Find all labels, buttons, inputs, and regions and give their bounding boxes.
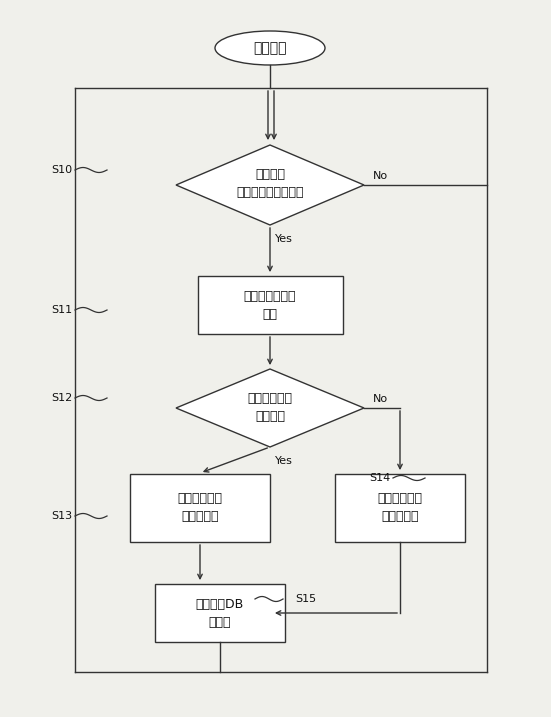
- Bar: [335, 474, 465, 542]
- Text: S10: S10: [51, 165, 72, 175]
- Text: ハザードDB: ハザードDB: [196, 597, 244, 610]
- Polygon shape: [176, 369, 364, 447]
- Text: ユーザからの: ユーザからの: [247, 391, 293, 404]
- Text: 発行: 発行: [262, 308, 278, 320]
- Text: 投稿か？: 投稿か？: [255, 411, 285, 424]
- Text: ハザード: ハザード: [255, 168, 285, 181]
- Text: 者」に設定: 者」に設定: [381, 511, 419, 523]
- Bar: [130, 474, 270, 542]
- Bar: [155, 584, 285, 642]
- Text: No: No: [372, 171, 387, 181]
- Bar: [197, 276, 343, 334]
- Text: に登録: に登録: [209, 615, 231, 629]
- Polygon shape: [176, 145, 364, 225]
- Text: S12: S12: [51, 393, 72, 403]
- Ellipse shape: [215, 31, 325, 65]
- Text: スタート: スタート: [253, 41, 287, 55]
- Text: S14: S14: [369, 473, 390, 483]
- Text: S11: S11: [51, 305, 72, 315]
- Text: S15: S15: [295, 594, 316, 604]
- Text: Yes: Yes: [275, 456, 293, 466]
- Text: S13: S13: [51, 511, 72, 521]
- Text: 種別を「管理: 種別を「管理: [377, 493, 423, 505]
- Text: No: No: [372, 394, 387, 404]
- Text: 種別を「ユー: 種別を「ユー: [177, 493, 223, 505]
- Text: タイムスタンプ: タイムスタンプ: [244, 290, 296, 303]
- Text: 投稿を受信したか？: 投稿を受信したか？: [236, 186, 304, 199]
- Text: ザ」に設定: ザ」に設定: [181, 511, 219, 523]
- Text: Yes: Yes: [275, 234, 293, 244]
